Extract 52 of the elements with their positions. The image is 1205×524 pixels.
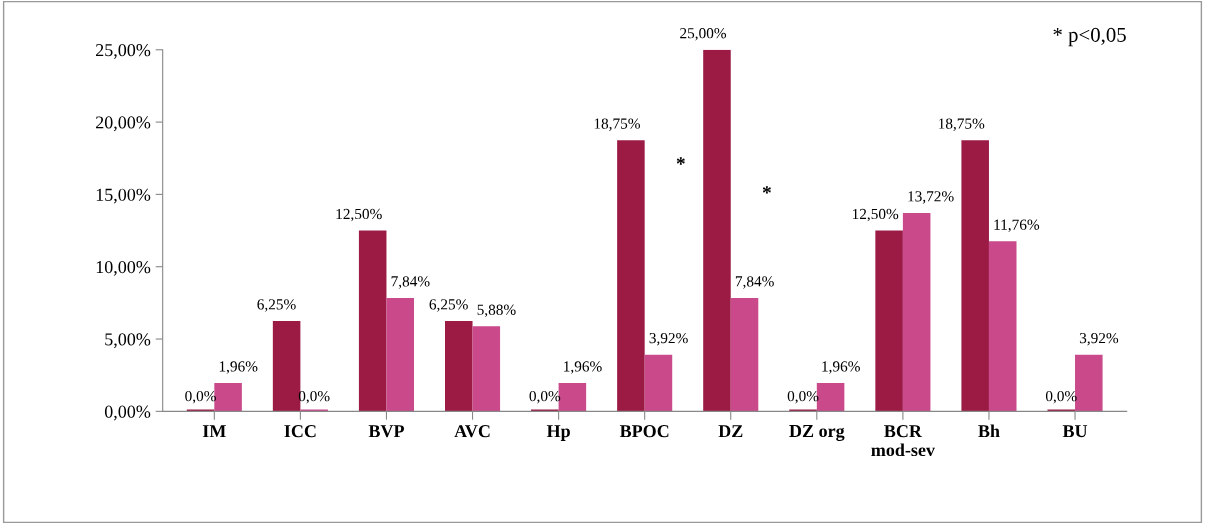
data-label: 6,25%: [429, 299, 468, 312]
data-label: 11,76%: [994, 219, 1040, 233]
bar: [358, 230, 387, 412]
data-label: 5,88%: [477, 304, 516, 318]
data-label: 12,50%: [336, 208, 382, 222]
data-label: 1,96%: [219, 361, 258, 374]
data-label: 1,96%: [564, 361, 602, 374]
bar: [272, 320, 301, 412]
y-tick-label: 20,00%: [96, 116, 151, 132]
x-tick-label: ICC: [284, 425, 316, 438]
data-label: 6,25%: [257, 299, 296, 312]
x-tick-label: DZ org: [789, 425, 845, 441]
x-tick-label: BPOC: [619, 425, 669, 438]
bar: [472, 326, 501, 412]
bar: [730, 297, 759, 412]
data-label: 13,72%: [908, 191, 954, 204]
y-tick-label: 0,00%: [104, 405, 151, 421]
bar: [703, 49, 731, 412]
data-label: 12,50%: [852, 208, 899, 222]
bar: [902, 212, 931, 412]
x-tick-label: Bh: [978, 424, 1000, 438]
data-label: 1,96%: [822, 361, 860, 374]
x-tick-label: Hp: [546, 425, 570, 441]
y-tick-label: 25,00%: [96, 44, 151, 59]
y-tick-label: 15,00%: [96, 188, 151, 204]
x-tick-label: BCR mod-sev: [871, 425, 935, 457]
data-label: 7,84%: [735, 276, 774, 289]
annotation: *: [676, 157, 685, 165]
x-tick-label: AVC: [454, 425, 490, 438]
data-label: 18,75%: [939, 118, 985, 131]
data-label: 25,00%: [680, 28, 727, 41]
bar: [214, 382, 242, 412]
x-tick-label: BVP: [368, 425, 404, 438]
bar: [386, 297, 414, 412]
bar: [988, 241, 1017, 412]
text: * p<0,05: [1053, 27, 1126, 47]
bar: [444, 320, 473, 412]
bar: [1075, 354, 1103, 412]
bar: [875, 230, 903, 412]
x-tick-label: BU: [1062, 425, 1088, 438]
annotation: *: [762, 186, 771, 194]
x-tick-label: IM: [202, 425, 226, 438]
y-tick-label: 10,00%: [96, 260, 151, 276]
bar: [644, 354, 673, 412]
y-tick-label: 5,00%: [105, 333, 151, 349]
data-label: 3,92%: [1079, 332, 1119, 346]
bar: [617, 140, 645, 412]
bar: [961, 140, 989, 412]
data-label: 3,92%: [649, 332, 688, 346]
data-label: 18,75%: [594, 118, 640, 131]
x-tick-label: DZ: [718, 425, 743, 438]
data-label: 7,84%: [391, 276, 430, 289]
